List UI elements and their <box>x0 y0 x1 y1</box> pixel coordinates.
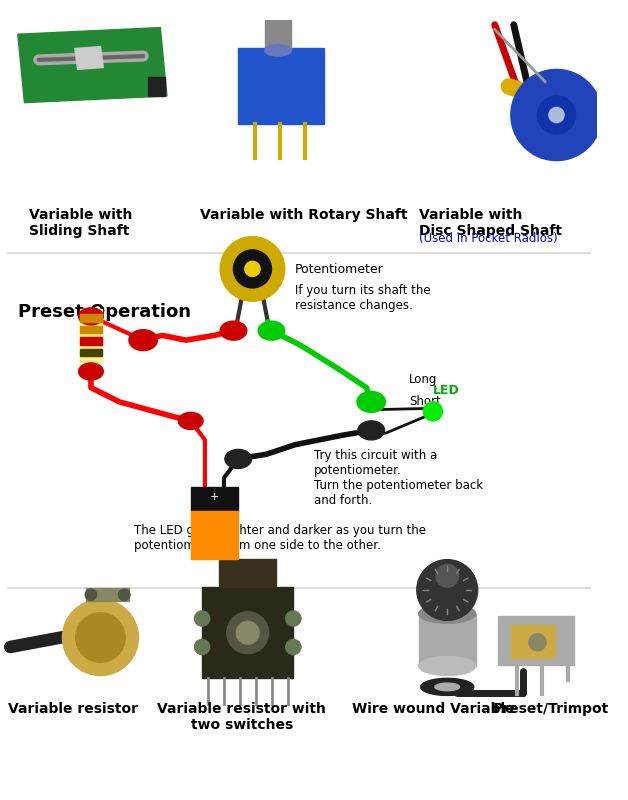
Bar <box>80 309 102 362</box>
FancyBboxPatch shape <box>219 558 276 587</box>
Ellipse shape <box>220 321 247 340</box>
Bar <box>148 77 165 96</box>
Bar <box>238 49 323 125</box>
Circle shape <box>511 70 602 161</box>
Bar <box>191 487 238 511</box>
Ellipse shape <box>265 0 291 10</box>
Ellipse shape <box>78 363 103 380</box>
Text: The LED gets brighter and darker as you turn the
potentiometer from one side to : The LED gets brighter and darker as you … <box>134 523 426 551</box>
Circle shape <box>76 613 125 662</box>
Bar <box>191 511 238 558</box>
Ellipse shape <box>435 683 460 690</box>
Ellipse shape <box>225 450 251 469</box>
Text: Variable resistor: Variable resistor <box>8 702 138 716</box>
Text: Preset Operation: Preset Operation <box>18 302 191 321</box>
Bar <box>419 614 476 666</box>
Bar <box>80 349 102 356</box>
Ellipse shape <box>419 657 476 675</box>
Circle shape <box>195 611 210 626</box>
Ellipse shape <box>358 421 384 440</box>
Text: Wire wound Variable: Wire wound Variable <box>352 702 515 716</box>
Text: Variable resistor with
two switches: Variable resistor with two switches <box>158 702 327 732</box>
Circle shape <box>62 599 138 675</box>
Circle shape <box>529 634 546 651</box>
Text: Variable with
Sliding Shaft: Variable with Sliding Shaft <box>29 208 133 238</box>
Polygon shape <box>18 27 167 102</box>
Ellipse shape <box>421 678 474 695</box>
Circle shape <box>245 262 260 277</box>
Text: Short: Short <box>409 395 441 409</box>
Ellipse shape <box>78 308 103 325</box>
Bar <box>80 338 102 345</box>
Circle shape <box>220 237 284 301</box>
Circle shape <box>234 250 271 288</box>
Circle shape <box>538 96 575 134</box>
Circle shape <box>227 612 269 654</box>
Circle shape <box>236 622 259 644</box>
Bar <box>80 326 102 334</box>
Circle shape <box>423 402 443 421</box>
Ellipse shape <box>265 45 291 56</box>
Circle shape <box>549 107 564 122</box>
Text: Potentiometer: Potentiometer <box>295 263 384 276</box>
Text: If you turn its shaft the
resistance changes.: If you turn its shaft the resistance cha… <box>295 284 431 312</box>
Bar <box>86 588 129 602</box>
Circle shape <box>286 639 301 654</box>
FancyBboxPatch shape <box>202 587 293 678</box>
Text: Variable with Rotary Shaft: Variable with Rotary Shaft <box>200 208 408 222</box>
Ellipse shape <box>178 412 203 430</box>
Text: Try this circuit with a
potentiometer.
Turn the potentiometer back
and forth.: Try this circuit with a potentiometer. T… <box>314 450 484 507</box>
Bar <box>497 616 573 665</box>
Bar <box>265 1 291 50</box>
Bar <box>511 625 555 658</box>
Polygon shape <box>75 46 103 70</box>
Text: Preset/Trimpot: Preset/Trimpot <box>493 702 609 716</box>
Circle shape <box>417 560 478 621</box>
Ellipse shape <box>357 391 386 412</box>
Text: Variable with
Disc Shaped Shaft: Variable with Disc Shaped Shaft <box>419 208 561 238</box>
Text: +: + <box>210 492 219 502</box>
Circle shape <box>436 564 458 587</box>
Circle shape <box>85 589 97 601</box>
Circle shape <box>119 589 130 601</box>
Circle shape <box>195 639 210 654</box>
Ellipse shape <box>419 604 476 623</box>
Text: LED: LED <box>433 384 460 397</box>
Ellipse shape <box>258 321 284 340</box>
Circle shape <box>286 611 301 626</box>
Ellipse shape <box>129 330 158 350</box>
Text: (Used In Pocket Radios): (Used In Pocket Radios) <box>419 232 557 245</box>
Bar <box>80 314 102 322</box>
Text: Long: Long <box>409 373 438 386</box>
